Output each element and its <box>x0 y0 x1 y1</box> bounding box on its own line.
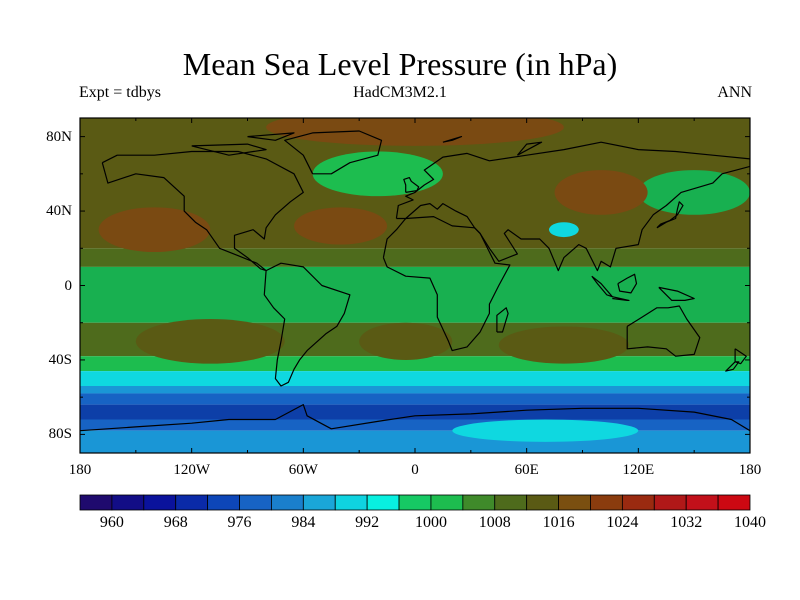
azores-high <box>294 207 388 245</box>
colorbar-label: 976 <box>227 514 252 531</box>
coastline-14 <box>734 348 747 365</box>
coastline-4 <box>626 305 701 357</box>
coastline-0 <box>101 150 304 272</box>
colorbar-label: 1040 <box>734 514 766 531</box>
coastline-13 <box>658 286 695 301</box>
colorbar-swatch <box>558 494 591 511</box>
band-equatorial <box>80 266 750 323</box>
band-north-subtropics <box>80 248 750 267</box>
lat-label: 40N <box>46 203 72 220</box>
coastline-1 <box>263 262 351 387</box>
colorbar-swatch <box>526 494 559 511</box>
lat-label: 40S <box>48 351 72 368</box>
colorbar-swatch <box>271 494 304 511</box>
colorbar-swatch <box>494 494 528 511</box>
lat-label: 80N <box>46 128 72 145</box>
colorbar-swatch <box>685 494 719 511</box>
coastline-17 <box>247 132 295 141</box>
colorbar-swatch <box>334 494 368 511</box>
aleutian-low <box>638 170 750 215</box>
indian-ocean-high <box>498 326 630 364</box>
coastline-5 <box>284 130 383 175</box>
coastline-3 <box>395 141 750 272</box>
experiment-label: Expt = tdbys <box>79 84 161 101</box>
colorbar-swatch <box>653 494 687 511</box>
colorbar-swatch <box>430 494 464 511</box>
colorbar-swatch <box>302 494 336 511</box>
coastline-6 <box>80 404 750 432</box>
colorbar-swatch <box>239 494 272 511</box>
colorbar-swatch <box>621 494 655 511</box>
colorbar-label: 1000 <box>414 514 447 531</box>
lat-label: 80S <box>48 426 72 443</box>
band-subpolar <box>80 386 750 394</box>
east-antarctic-region <box>452 419 639 442</box>
lon-label: 120W <box>173 462 210 478</box>
band-circumpolar-edge <box>80 393 750 405</box>
coastline-7 <box>403 177 420 193</box>
colorbar-label: 1008 <box>478 514 511 531</box>
colorbar-label: 992 <box>355 514 380 531</box>
arctic-high <box>266 118 564 146</box>
colorbar-label: 960 <box>99 514 124 531</box>
colorbar-swatch <box>207 494 240 511</box>
siberian-high <box>554 170 648 215</box>
model-label: HadCM3M2.1 <box>353 84 447 101</box>
colorbar-label: 984 <box>291 514 316 531</box>
map-title: Mean Sea Level Pressure (in hPa) <box>182 46 618 82</box>
colorbar-label: 1032 <box>670 514 703 531</box>
colorbar-swatch <box>717 494 751 511</box>
pressure-field <box>80 118 750 453</box>
band-southern-ocean <box>80 371 750 386</box>
lon-label: 180 <box>738 462 762 478</box>
colorbar-swatch <box>175 494 209 511</box>
lon-label: 180 <box>68 462 92 478</box>
lon-label: 120E <box>622 462 655 478</box>
pacific-high <box>98 207 211 253</box>
coastline-11 <box>591 275 613 298</box>
lon-label: 60E <box>514 462 539 478</box>
iceland-low <box>312 151 443 197</box>
colorbar-swatch <box>398 494 432 511</box>
colorbar-label: 1024 <box>606 514 639 531</box>
coastline-15 <box>725 361 740 372</box>
band-antarctic-coast <box>80 419 750 431</box>
coastline-2 <box>382 216 511 352</box>
colorbar-label: 1016 <box>542 514 575 531</box>
tibet-low <box>549 222 579 238</box>
coastline-10 <box>617 273 638 294</box>
colorbar-swatch <box>79 494 113 511</box>
season-label: ANN <box>717 84 752 101</box>
coastline-18 <box>442 136 463 143</box>
coastline-16 <box>191 143 267 156</box>
lon-label: 0 <box>411 462 419 478</box>
south-atlantic-high <box>359 322 453 360</box>
coastline-19 <box>516 141 543 156</box>
colorbar-swatch <box>366 494 400 511</box>
colorbar-swatch <box>590 494 623 511</box>
lon-label: 60W <box>288 462 318 478</box>
band-circumpolar-trough <box>80 404 750 420</box>
coastline-12 <box>612 296 630 301</box>
coastline-9 <box>656 201 684 229</box>
lat-label: 0 <box>64 277 73 294</box>
south-pacific-high <box>135 319 285 364</box>
colorbar-swatch <box>462 494 496 511</box>
colorbar-swatch <box>143 494 177 511</box>
coastline-8 <box>496 307 509 333</box>
colorbar-label: 968 <box>163 514 188 531</box>
colorbar-swatch <box>111 494 145 511</box>
